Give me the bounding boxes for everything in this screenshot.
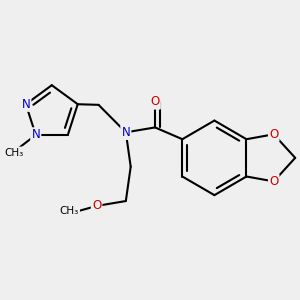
- Text: CH₃: CH₃: [60, 206, 79, 216]
- Text: O: O: [150, 95, 160, 108]
- Text: N: N: [22, 98, 30, 111]
- Text: O: O: [269, 128, 278, 141]
- Text: O: O: [269, 175, 278, 188]
- Text: N: N: [32, 128, 40, 141]
- Text: N: N: [122, 126, 130, 139]
- Text: O: O: [92, 200, 101, 212]
- Text: CH₃: CH₃: [5, 148, 24, 158]
